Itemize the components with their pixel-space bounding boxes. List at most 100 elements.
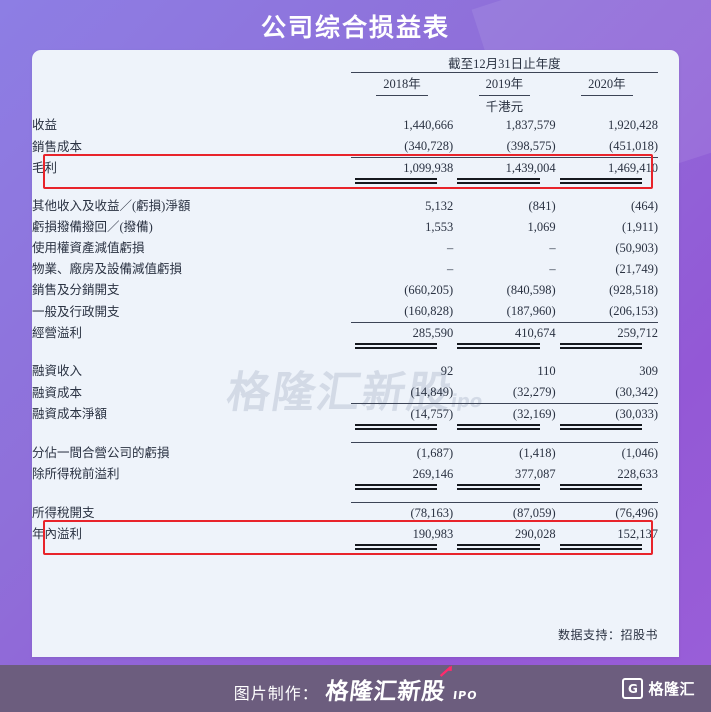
table-row: 分佔一間合營公司的虧損 (1,687) (1,418) (1,046)	[32, 442, 679, 464]
double-underline	[559, 181, 643, 184]
row-label: 分佔一間合營公司的虧損	[32, 446, 170, 460]
row-value-2019: 377,087	[453, 464, 556, 490]
row-label: 物業、廠房及設備減值虧損	[32, 262, 183, 276]
row-value-2020: 309	[639, 364, 659, 378]
logo-text: 格隆汇	[648, 680, 695, 698]
table-row: 一般及行政開支 (160,828) (187,960) (206,153)	[32, 301, 679, 323]
row-label: 一般及行政開支	[32, 304, 120, 319]
double-underline	[457, 177, 540, 180]
brand-suffix: IPO	[451, 688, 479, 702]
double-underline	[559, 483, 643, 486]
column-header-2018-label: 2018年	[376, 73, 428, 96]
footer-credit: 图片制作： 格隆汇新股 IPO	[0, 665, 711, 706]
row-value-2018: 5,132	[425, 199, 454, 213]
double-underline	[354, 547, 438, 550]
table-row: 物業、廠房及設備減值虧損 – – (21,749)	[32, 259, 679, 280]
row-value-2018: (14,849)	[410, 385, 454, 399]
row-value-2019: –	[549, 262, 556, 276]
row-value-2019: 410,674	[453, 322, 556, 349]
row-value-2019: (32,279)	[512, 385, 556, 399]
row-value-2019: (87,059)	[453, 502, 556, 524]
row-value-2018: (160,828)	[404, 304, 454, 318]
row-value-2020: 1,920,428	[608, 118, 659, 132]
double-underline	[559, 543, 643, 546]
double-underline	[354, 543, 438, 546]
double-underline	[354, 177, 438, 180]
brand-name-label: 格隆汇新股	[323, 678, 447, 705]
row-label: 毛利	[32, 161, 58, 175]
double-underline	[457, 423, 540, 426]
double-underline	[457, 181, 540, 184]
double-underline	[354, 427, 438, 430]
row-value-2019: 1,439,004	[453, 157, 556, 184]
income-statement-table: 截至12月31日止年度 2018年 2019年 2020年 千港元 收益 1,44…	[32, 50, 679, 550]
double-underline	[457, 342, 540, 345]
row-label: 銷售及分銷開支	[32, 283, 120, 297]
row-value-2018: –	[446, 241, 454, 255]
double-underline	[354, 483, 438, 486]
row-value-2018: 190,983	[351, 524, 453, 550]
row-value-2020: 259,712	[555, 322, 659, 349]
row-label: 所得稅開支	[32, 506, 95, 520]
double-underline	[354, 181, 438, 184]
row-value-2018: 1,099,938	[350, 157, 454, 184]
row-value-2019: (1,418)	[453, 442, 556, 464]
row-value-2020: (21,749)	[615, 262, 659, 276]
table-row: 使用權資產減值虧損 – – (50,903)	[32, 238, 679, 259]
double-underline	[559, 427, 643, 430]
row-value-2019: 1,069	[527, 220, 556, 234]
row-value-2019: 110	[537, 364, 556, 378]
table-row: 毛利 1,099,938 1,439,004 1,469,410	[32, 157, 679, 184]
double-underline	[457, 543, 540, 546]
row-value-2020: (464)	[630, 199, 659, 213]
year-header-row: 2018年 2019年 2020年	[32, 73, 679, 96]
row-value-2019: (841)	[528, 199, 556, 213]
row-label: 年內溢利	[32, 527, 83, 541]
column-header-2019-label: 2019年	[478, 73, 531, 96]
double-underline	[559, 342, 643, 345]
row-label: 其他收入及收益／(虧損)淨額	[32, 199, 191, 213]
double-underline	[457, 487, 540, 490]
table-row: 銷售成本 (340,728) (398,575) (451,018)	[32, 136, 679, 158]
row-value-2020: (30,342)	[615, 385, 659, 399]
row-value-2020: (928,518)	[609, 283, 659, 297]
double-underline	[559, 423, 643, 426]
logo-mark-icon: G	[622, 678, 644, 699]
row-label: 融資成本	[32, 385, 83, 400]
row-label: 經營溢利	[32, 326, 83, 340]
table-body: 收益 1,440,666 1,837,579 1,920,428 銷售成本 (340,72…	[32, 115, 679, 550]
row-value-2019: (187,960)	[506, 304, 556, 318]
double-underline	[354, 342, 438, 345]
table-row: 所得稅開支 (78,163) (87,059) (76,496)	[32, 502, 679, 524]
table-row: 年內溢利 190,983 290,028 152,137	[32, 524, 679, 550]
double-underline	[354, 346, 438, 349]
row-label: 融資收入	[32, 364, 83, 378]
row-value-2019: –	[549, 241, 556, 255]
column-header-2018: 2018年	[351, 73, 453, 96]
row-label: 融資成本淨額	[32, 407, 108, 421]
arrow-up-icon	[439, 665, 452, 677]
row-value-2018: (14,757)	[350, 403, 454, 430]
row-label: 銷售成本	[32, 139, 83, 154]
row-value-2018: (340,728)	[404, 139, 454, 153]
row-value-2018: 92	[440, 364, 454, 378]
double-underline	[354, 423, 438, 426]
double-underline	[559, 547, 643, 550]
statement-card: 格隆汇新股ipo 截至12月31日止年度 2018年 2019年 2020年	[32, 50, 679, 657]
row-value-2018: 1,553	[425, 220, 454, 234]
column-header-2019: 2019年	[453, 73, 555, 96]
table-row: 融資成本淨額 (14,757) (32,169) (30,033)	[32, 403, 679, 430]
column-header-2020-label: 2020年	[581, 73, 633, 96]
unit-label: 千港元	[485, 100, 524, 114]
row-value-2020: (30,033)	[555, 403, 659, 430]
row-value-2020: 152,137	[556, 524, 658, 550]
site-logo[interactable]: G 格隆汇	[622, 678, 695, 699]
table-row: 融資收入 92 110 309	[32, 361, 679, 382]
made-by-label: 图片制作：	[233, 683, 319, 703]
unit-row: 千港元	[32, 96, 679, 115]
double-underline	[354, 487, 438, 490]
double-underline	[457, 346, 540, 349]
row-value-2020: 1,469,410	[555, 157, 659, 184]
double-underline	[559, 346, 643, 349]
